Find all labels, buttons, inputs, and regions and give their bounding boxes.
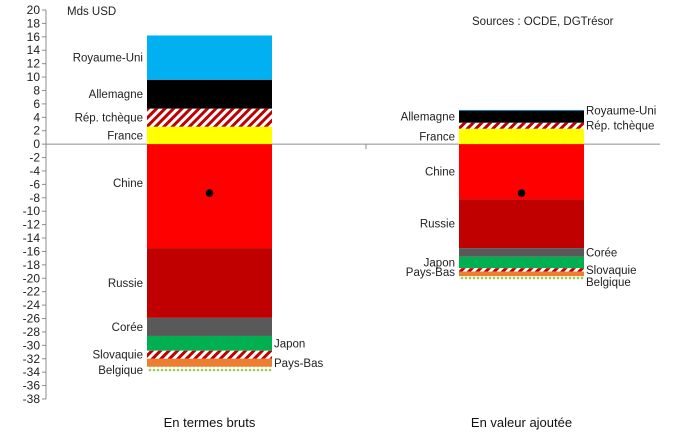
bar-segment [147,126,272,145]
y-tick-label: -12 [23,218,41,232]
segment-label: Japon [424,258,455,270]
y-tick-label: -4 [29,164,40,178]
y-tick-label: -10 [23,204,41,218]
y-tick-label: -20 [23,271,41,285]
net-balance-marker [205,189,214,197]
y-tick-label: 4 [33,110,40,124]
category-label: En valeur ajoutée [471,415,572,430]
bar-segment [147,79,272,109]
segment-label: France [107,130,143,142]
segment-label: Belgique [98,365,143,377]
segment-label: Rép. tchèque [586,121,654,133]
segment-label: Rép. tchèque [75,113,143,125]
bar-segment [459,256,584,269]
y-tick-label: -8 [29,191,40,205]
segment-label: Russie [108,278,143,290]
bar-segment [459,109,584,111]
bar-segment [459,110,584,123]
segment-label: Belgique [586,277,631,289]
segment-label: Russie [420,219,455,231]
segment-label: Allemagne [89,89,143,101]
y-tick-label: 20 [27,3,41,17]
bar-segment [459,268,584,272]
source-note: Sources : OCDE, DGTrésor [472,16,614,28]
bar-segment [147,248,272,318]
segment-label: Chine [113,178,143,190]
y-tick-label: -14 [23,231,41,245]
bar-segment [459,199,584,249]
segment-label: Japon [274,338,305,350]
y-tick-label: -6 [29,177,40,191]
y-tick-label: 16 [27,30,41,44]
bar-segment [459,271,584,277]
y-tick-label: 8 [33,83,40,97]
y-tick-label: -26 [23,312,41,326]
y-tick-label: -2 [29,151,40,165]
y-tick-label: 10 [27,70,41,84]
bar-segment [147,358,272,367]
unit-label: Mds USD [67,6,117,18]
segment-label: Corée [112,322,143,334]
bar-segment [459,128,584,145]
bar-segment [147,366,272,373]
y-tick-label: -34 [23,365,41,379]
segment-label: Chine [425,167,455,179]
y-tick-label: -16 [23,244,41,258]
y-tick-label: -38 [23,392,41,406]
y-tick-label: 12 [27,57,41,71]
category-labels: En termes bruts En valeur ajoutée [164,415,572,430]
net-balance-marker [517,189,526,197]
bar-segment [147,350,272,359]
y-tick-label: -30 [23,338,41,352]
segment-label: Royaume-Uni [586,105,656,117]
y-tick-label: -32 [23,352,41,366]
segment-label: Pays-Bas [406,267,455,279]
bar-segment [459,248,584,257]
segment-label: Pays-Bas [274,358,323,370]
segment-label: France [419,131,455,143]
segment-label: Slovaquie [586,265,637,277]
y-tick-label: 2 [33,124,40,138]
y-tick-label: -22 [23,285,41,299]
y-tick-label: -24 [23,298,41,312]
bar-segment [459,122,584,129]
bar-segment [147,108,272,127]
bar-segment [459,276,584,280]
segment-label: Royaume-Uni [73,53,143,65]
category-label: En termes bruts [164,415,256,430]
segment-label: Corée [586,247,617,259]
segment-label: Slovaquie [92,350,143,362]
y-tick-label: -18 [23,258,41,272]
bar-segment [147,317,272,336]
bar-segment [147,335,272,351]
segment-labels: France Rép. tchèque Allemagne Royaume-Uni Ch… [73,53,657,377]
y-axis: 20181614121086420-2-4-6-8-10-12-14-16-18… [23,3,660,406]
y-tick-label: 14 [27,43,41,57]
segment-label: Allemagne [401,112,455,124]
y-tick-label: 18 [27,16,41,30]
y-tick-label: 6 [33,97,40,111]
y-tick-label: -36 [23,379,41,393]
y-tick-label: 0 [33,137,40,151]
bar-segment [147,35,272,80]
y-tick-label: -28 [23,325,41,339]
bars [147,35,584,373]
